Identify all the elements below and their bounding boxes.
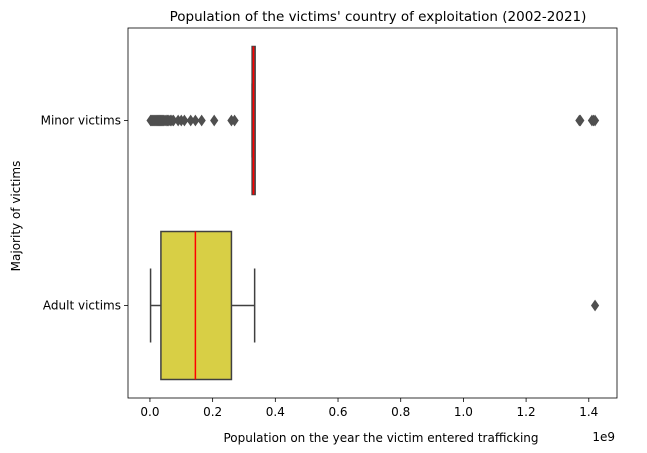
minor-victims-outlier-point	[576, 114, 585, 127]
adult-victims-box	[160, 230, 233, 381]
minor-victims-outlier-point	[180, 114, 189, 127]
y-tick-label: Minor victims	[41, 114, 121, 128]
x-tick-label: 1.2	[517, 405, 536, 419]
plot-area	[146, 45, 600, 381]
minor-victims-outlier-point	[590, 114, 600, 127]
minor-victims-outlier-point	[191, 114, 200, 127]
x-tick-label: 0.6	[328, 405, 347, 419]
adult-victims-outlier-point	[590, 299, 600, 312]
minor-victims-outlier-point	[210, 114, 219, 127]
x-tick-label: 1.0	[454, 405, 473, 419]
y-tick-label: Adult victims	[43, 299, 121, 313]
plot-frame	[127, 27, 618, 399]
x-tick-label: 0.8	[391, 405, 410, 419]
y-axis-label: Majority of victims	[9, 161, 23, 272]
x-tick-label: 0.4	[266, 405, 285, 419]
x-tick-label: 0.0	[140, 405, 159, 419]
x-tick-label: 0.2	[203, 405, 222, 419]
x-axis: 0.0 0.2 0.4 0.6 0.8 1.0 1.2 1.4	[140, 398, 598, 419]
minor-victims-outlier-point	[230, 114, 239, 127]
x-tick-label: 1.4	[579, 405, 598, 419]
x-axis-label: Population on the year the victim entere…	[223, 431, 538, 445]
y-axis: Minor victims Adult victims	[41, 114, 128, 313]
minor-victims-outlier-point	[197, 114, 206, 127]
x-axis-offset-label: 1e9	[592, 430, 615, 444]
chart-title: Population of the victims' country of ex…	[170, 9, 587, 25]
